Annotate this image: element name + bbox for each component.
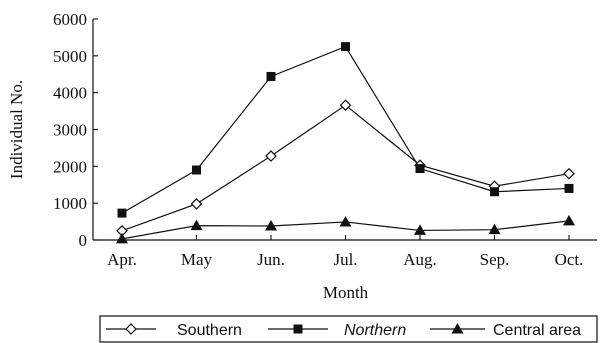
- legend-marker: [451, 323, 464, 334]
- data-point-central-area: [265, 220, 277, 231]
- y-tick-label: 5000: [53, 47, 87, 66]
- data-point-southern: [190, 198, 203, 210]
- data-point-central-area: [339, 215, 352, 227]
- data-point-central-area: [488, 223, 501, 235]
- data-point-northern: [117, 208, 127, 218]
- series-southern: [116, 99, 575, 237]
- x-tick-label: Jun.: [257, 250, 285, 269]
- data-point-northern: [341, 42, 350, 52]
- data-point-northern: [266, 71, 276, 81]
- legend-marker: [293, 324, 303, 334]
- legend: Southern Northern Central area: [99, 315, 598, 343]
- data-point-northern: [415, 164, 425, 174]
- data-point-southern: [563, 167, 575, 180]
- data-point-northern: [192, 165, 201, 175]
- x-tick-label: Apr.: [107, 250, 137, 269]
- data-point-southern: [339, 99, 352, 112]
- legend-label: Southern: [177, 322, 242, 339]
- axes: 0 1000 2000 3000 4000 5000 6000 Apr. May Jun. Jul.…: [7, 10, 597, 302]
- y-tick-label: 6000: [53, 10, 87, 29]
- data-point-southern: [265, 150, 277, 162]
- legend-label: Central area: [493, 322, 581, 339]
- data-point-northern: [490, 187, 499, 197]
- y-tick-label: 0: [79, 231, 88, 250]
- y-tick-label: 4000: [53, 84, 87, 103]
- legend-label: Northern: [344, 322, 406, 339]
- y-tick-label: 2000: [53, 157, 87, 176]
- data-point-northern: [564, 183, 574, 193]
- series-line-northern: [121, 45, 570, 214]
- x-tick-label: Oct.: [555, 250, 584, 269]
- legend-entry-central-area: Central area: [430, 322, 581, 339]
- y-axis-title: Individual No.: [7, 80, 26, 179]
- x-tick-label: Aug.: [403, 250, 437, 269]
- series-line-southern: [121, 104, 570, 232]
- x-axis-title: Month: [323, 283, 369, 302]
- data-point-central-area: [414, 224, 426, 235]
- data-point-central-area: [116, 232, 128, 244]
- legend-box: [99, 315, 598, 343]
- series-northern: [117, 42, 574, 218]
- y-tick-label: 3000: [53, 121, 87, 140]
- y-tick-label: 1000: [53, 194, 87, 213]
- legend-entry-southern: Southern: [106, 322, 242, 339]
- series-central-area: [116, 214, 575, 244]
- legend-entry-northern: Northern: [268, 322, 406, 339]
- data-point-central-area: [563, 214, 575, 226]
- legend-marker: [125, 323, 137, 335]
- x-tick-label: Jul.: [333, 250, 357, 269]
- x-tick-label: Sep.: [480, 250, 510, 269]
- x-tick-label: May: [181, 250, 213, 269]
- data-point-central-area: [190, 219, 203, 231]
- series-group: [116, 42, 575, 244]
